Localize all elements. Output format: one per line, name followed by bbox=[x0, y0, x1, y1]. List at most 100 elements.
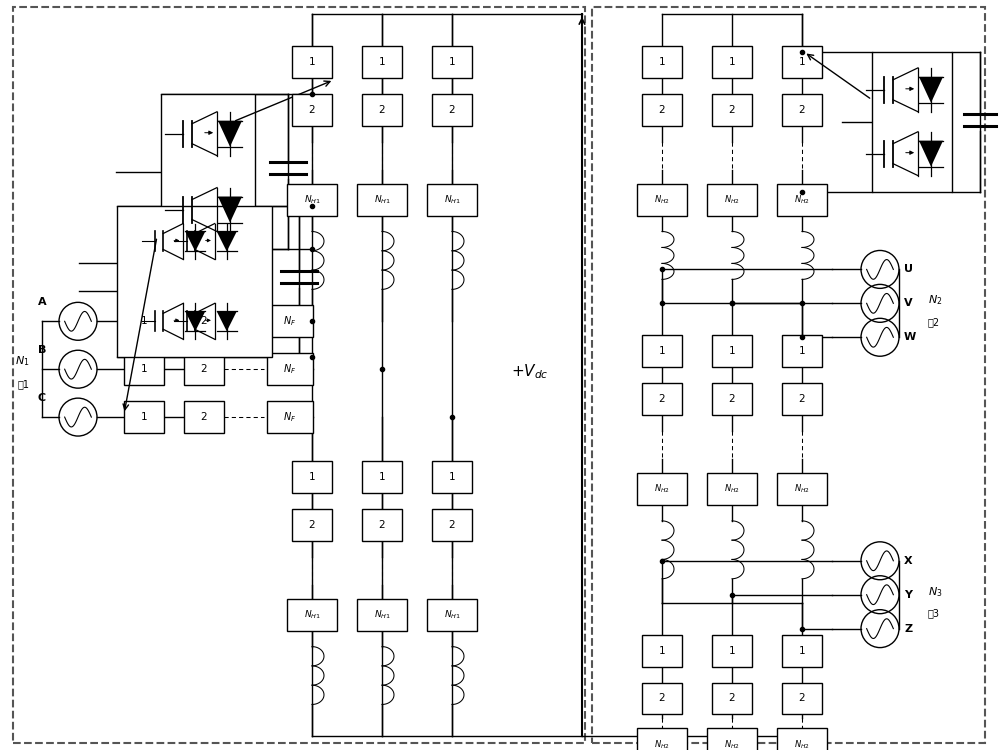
FancyBboxPatch shape bbox=[292, 509, 332, 541]
FancyBboxPatch shape bbox=[782, 46, 822, 77]
Text: 1: 1 bbox=[729, 645, 735, 656]
Text: U: U bbox=[904, 265, 913, 274]
Text: 2: 2 bbox=[659, 105, 665, 115]
Text: $N_F$: $N_F$ bbox=[283, 410, 297, 424]
Polygon shape bbox=[217, 311, 237, 332]
Text: 1: 1 bbox=[449, 472, 455, 482]
FancyBboxPatch shape bbox=[292, 461, 332, 493]
FancyBboxPatch shape bbox=[124, 353, 164, 385]
Text: 2: 2 bbox=[729, 394, 735, 404]
Polygon shape bbox=[919, 141, 943, 167]
Text: $+V_{dc}$: $+V_{dc}$ bbox=[511, 362, 549, 381]
FancyBboxPatch shape bbox=[124, 305, 164, 337]
Text: 端3: 端3 bbox=[928, 608, 940, 619]
Text: $N_1$: $N_1$ bbox=[15, 354, 30, 368]
Text: $N_{H1}$: $N_{H1}$ bbox=[374, 608, 390, 621]
FancyBboxPatch shape bbox=[362, 461, 402, 493]
FancyBboxPatch shape bbox=[184, 305, 224, 337]
FancyBboxPatch shape bbox=[292, 46, 332, 77]
Text: $N_{H2}$: $N_{H2}$ bbox=[654, 738, 670, 750]
Text: 2: 2 bbox=[309, 520, 315, 530]
Text: $N_F$: $N_F$ bbox=[283, 314, 297, 328]
Text: B: B bbox=[38, 345, 46, 355]
Text: W: W bbox=[904, 332, 916, 342]
Polygon shape bbox=[218, 196, 242, 223]
Text: $N_{H1}$: $N_{H1}$ bbox=[304, 193, 320, 206]
Polygon shape bbox=[185, 311, 205, 332]
FancyBboxPatch shape bbox=[184, 401, 224, 433]
Text: Z: Z bbox=[904, 623, 912, 634]
Text: 1: 1 bbox=[379, 57, 385, 67]
FancyBboxPatch shape bbox=[637, 183, 687, 216]
FancyBboxPatch shape bbox=[642, 335, 682, 367]
Text: 1: 1 bbox=[799, 645, 805, 656]
Text: $N_{H2}$: $N_{H2}$ bbox=[724, 193, 740, 206]
Text: 1: 1 bbox=[799, 346, 805, 356]
FancyBboxPatch shape bbox=[872, 52, 952, 192]
Text: $N_{H1}$: $N_{H1}$ bbox=[444, 193, 460, 206]
Text: 1: 1 bbox=[141, 364, 147, 374]
Text: 2: 2 bbox=[379, 105, 385, 115]
Text: 2: 2 bbox=[449, 105, 455, 115]
Text: A: A bbox=[38, 297, 46, 308]
FancyBboxPatch shape bbox=[642, 683, 682, 714]
Text: $N_F$: $N_F$ bbox=[283, 362, 297, 376]
Text: 2: 2 bbox=[659, 693, 665, 703]
FancyBboxPatch shape bbox=[592, 7, 985, 744]
Text: Y: Y bbox=[904, 590, 912, 599]
Polygon shape bbox=[919, 77, 943, 103]
FancyBboxPatch shape bbox=[642, 94, 682, 126]
FancyBboxPatch shape bbox=[267, 305, 313, 337]
FancyBboxPatch shape bbox=[707, 183, 757, 216]
Text: V: V bbox=[904, 299, 913, 308]
Text: C: C bbox=[38, 393, 46, 403]
Text: $N_{H1}$: $N_{H1}$ bbox=[374, 193, 390, 206]
FancyBboxPatch shape bbox=[357, 183, 407, 216]
FancyBboxPatch shape bbox=[160, 94, 255, 249]
FancyBboxPatch shape bbox=[184, 353, 224, 385]
FancyBboxPatch shape bbox=[362, 46, 402, 77]
Text: 2: 2 bbox=[799, 394, 805, 404]
Text: 1: 1 bbox=[659, 57, 665, 67]
FancyBboxPatch shape bbox=[637, 729, 687, 752]
Text: 1: 1 bbox=[379, 472, 385, 482]
FancyBboxPatch shape bbox=[777, 183, 827, 216]
Text: 2: 2 bbox=[309, 105, 315, 115]
Text: $N_{H2}$: $N_{H2}$ bbox=[724, 483, 740, 495]
Text: X: X bbox=[904, 556, 913, 566]
Text: 端2: 端2 bbox=[928, 317, 940, 327]
Polygon shape bbox=[185, 232, 205, 251]
FancyBboxPatch shape bbox=[362, 509, 402, 541]
Text: 1: 1 bbox=[729, 57, 735, 67]
Text: $N_{H2}$: $N_{H2}$ bbox=[724, 738, 740, 750]
FancyBboxPatch shape bbox=[124, 401, 164, 433]
FancyBboxPatch shape bbox=[432, 461, 472, 493]
Text: 2: 2 bbox=[201, 364, 207, 374]
FancyBboxPatch shape bbox=[712, 335, 752, 367]
FancyBboxPatch shape bbox=[712, 635, 752, 666]
FancyBboxPatch shape bbox=[712, 94, 752, 126]
FancyBboxPatch shape bbox=[357, 599, 407, 631]
Text: 2: 2 bbox=[449, 520, 455, 530]
Text: 1: 1 bbox=[309, 57, 315, 67]
FancyBboxPatch shape bbox=[777, 473, 827, 505]
Text: 2: 2 bbox=[379, 520, 385, 530]
Text: $N_{H1}$: $N_{H1}$ bbox=[444, 608, 460, 621]
Text: 1: 1 bbox=[141, 317, 147, 326]
Text: $N_{H2}$: $N_{H2}$ bbox=[794, 483, 810, 495]
Text: 2: 2 bbox=[799, 105, 805, 115]
FancyBboxPatch shape bbox=[118, 205, 272, 357]
FancyBboxPatch shape bbox=[707, 729, 757, 752]
FancyBboxPatch shape bbox=[432, 94, 472, 126]
FancyBboxPatch shape bbox=[782, 335, 822, 367]
FancyBboxPatch shape bbox=[782, 683, 822, 714]
Text: 2: 2 bbox=[201, 412, 207, 422]
Text: 2: 2 bbox=[799, 693, 805, 703]
FancyBboxPatch shape bbox=[287, 599, 337, 631]
FancyBboxPatch shape bbox=[782, 635, 822, 666]
FancyBboxPatch shape bbox=[642, 635, 682, 666]
Text: $N_{H1}$: $N_{H1}$ bbox=[304, 608, 320, 621]
Text: $N_{H2}$: $N_{H2}$ bbox=[654, 193, 670, 206]
FancyBboxPatch shape bbox=[782, 94, 822, 126]
Text: 端1: 端1 bbox=[18, 379, 30, 389]
